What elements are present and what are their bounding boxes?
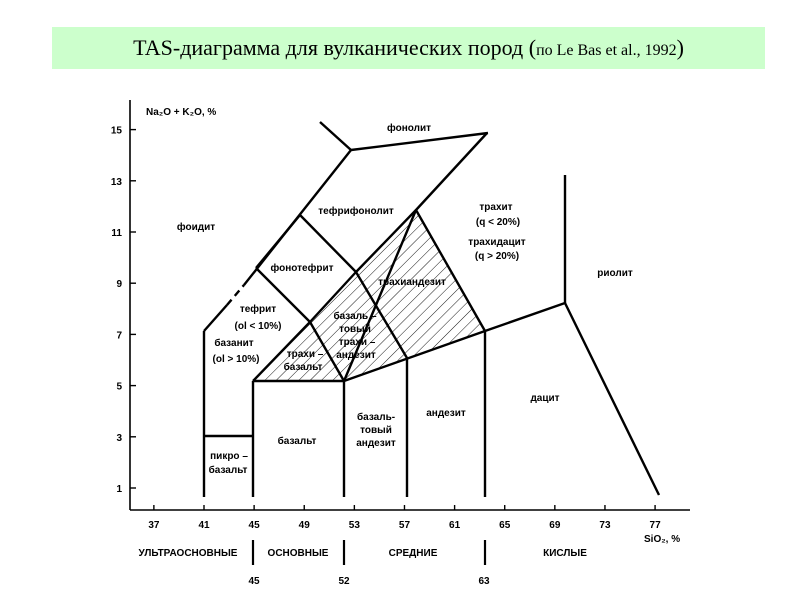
- y-tick-label: 5: [116, 382, 122, 393]
- field-label-phonolite: фонолит: [387, 122, 431, 134]
- y-tick-label: 13: [111, 177, 123, 188]
- field-label-trachyte: трахит: [479, 202, 512, 213]
- group-label-intermediate: СРЕДНИЕ: [389, 548, 438, 559]
- field-label-trachyandesite: трахиандезит: [378, 277, 446, 288]
- x-tick-label: 53: [349, 520, 361, 531]
- field-label-basaltic-andesite-line3: андезит: [356, 438, 396, 449]
- x-tick-label: 57: [399, 520, 411, 531]
- x-tick-label: 49: [299, 520, 311, 531]
- field-label-trachyte-condition: (q < 20%): [476, 217, 520, 228]
- group-boundary-label-63: 63: [478, 576, 490, 587]
- title-close-paren: ): [676, 35, 684, 60]
- field-label-basaltic-trachyandesite-line3: трахи –: [339, 337, 376, 348]
- title-main: TAS-диаграмма для вулканических пород (: [133, 35, 537, 60]
- x-tick-label: 61: [449, 520, 461, 531]
- trachyandesite-hatch: [356, 210, 485, 358]
- field-label-basanite: базанит: [214, 337, 253, 349]
- boundary-trachyandesite-right: [414, 209, 487, 497]
- title-banner: TAS-диаграмма для вулканических пород (п…: [52, 27, 765, 69]
- field-label-trachybasalt-line1: трахи –: [287, 349, 324, 360]
- field-label-andesite: андезит: [426, 408, 466, 419]
- x-tick-label: 69: [549, 520, 561, 531]
- boundary-phonolite-right: [350, 131, 489, 152]
- basaltic-trachyandesite-hatch: [310, 272, 407, 381]
- y-axis-label: Na₂O + K₂O, %: [146, 107, 216, 118]
- field-label-basaltic-andesite-line1: базаль-: [357, 411, 395, 423]
- group-boundary-label-45: 45: [248, 576, 260, 587]
- x-tick-label: 41: [198, 520, 210, 531]
- x-tick-label: 65: [499, 520, 511, 531]
- boundary-phonotephrite-top: [255, 214, 301, 269]
- field-label-tephriphonolite: тефрифонолит: [318, 205, 394, 217]
- field-label-trachybasalt-line2: базальт: [284, 361, 323, 373]
- x-tick-label: 45: [249, 520, 261, 531]
- group-label-ultrabasic: УЛЬТРАОСНОВНЫЕ: [139, 548, 238, 559]
- field-label-trachydacite: трахидацит: [468, 237, 525, 248]
- field-label-trachydacite-condition: (q > 20%): [475, 251, 519, 262]
- x-tick-label: 77: [650, 520, 662, 531]
- group-label-acid: КИСЛЫЕ: [543, 548, 587, 559]
- field-label-picrobasalt-line2: базальт: [209, 464, 248, 476]
- field-label-basaltic-andesite-line2: товый: [360, 425, 392, 436]
- field-label-dacite: дацит: [530, 393, 559, 404]
- group-boundary-label-52: 52: [338, 576, 350, 587]
- field-label-tephrite-condition: (ol < 10%): [235, 321, 282, 332]
- y-tick-label: 15: [111, 126, 123, 137]
- x-tick-label: 37: [148, 520, 160, 531]
- field-labels: фоидит фонолит тефрифонолит фонотефрит т…: [177, 122, 633, 476]
- y-tick-label: 9: [116, 279, 122, 290]
- field-label-rhyolite: риолит: [597, 268, 633, 279]
- title-source: по Le Bas et al., 1992: [536, 42, 677, 59]
- boundary-tephrite-top: [255, 267, 311, 323]
- boundary-trachybasalt-top: [252, 209, 417, 382]
- field-label-basaltic-trachyandesite-line2: товый: [339, 324, 371, 335]
- field-label-picrobasalt-line1: пикро –: [210, 451, 248, 462]
- field-label-basaltic-trachyandesite-line4: андезит: [336, 350, 376, 361]
- boundary-basaltic-trachyandesite-bottom: [308, 321, 346, 497]
- boundary-basanite-dashed: [226, 284, 245, 306]
- x-ticks: 37 41 45 49 53 57 61 65 69 73 77: [148, 505, 661, 531]
- boundary-basanite-top: [203, 304, 228, 332]
- x-axis-label: SiO₂, %: [644, 534, 680, 545]
- title-text: TAS-диаграмма для вулканических пород (п…: [52, 27, 765, 69]
- group-label-basic: ОСНОВНЫЕ: [268, 548, 329, 559]
- x-tick-label: 73: [599, 520, 611, 531]
- field-label-basanite-condition: (ol > 10%): [213, 354, 260, 365]
- y-tick-label: 3: [116, 433, 122, 444]
- y-tick-label: 1: [116, 484, 122, 495]
- field-label-foidit: фоидит: [177, 221, 215, 233]
- group-dividers: [251, 540, 487, 565]
- field-label-phonotephrite: фонотефрит: [271, 262, 334, 274]
- field-boundaries: [202, 121, 661, 497]
- boundary-tephriphonolite-bottom: [299, 214, 357, 273]
- field-label-basaltic-trachyandesite-line1: базаль –: [333, 310, 377, 322]
- y-tick-label: 11: [111, 228, 122, 239]
- boundary-trachyandesite-bottom: [354, 271, 409, 497]
- boundary-phonotephrite-left: [243, 121, 353, 286]
- y-tick-label: 7: [116, 330, 122, 341]
- trachybasalt-hatch: [253, 322, 344, 381]
- field-label-tephrite: тефрит: [240, 303, 276, 315]
- field-label-basalt: базальт: [278, 435, 317, 447]
